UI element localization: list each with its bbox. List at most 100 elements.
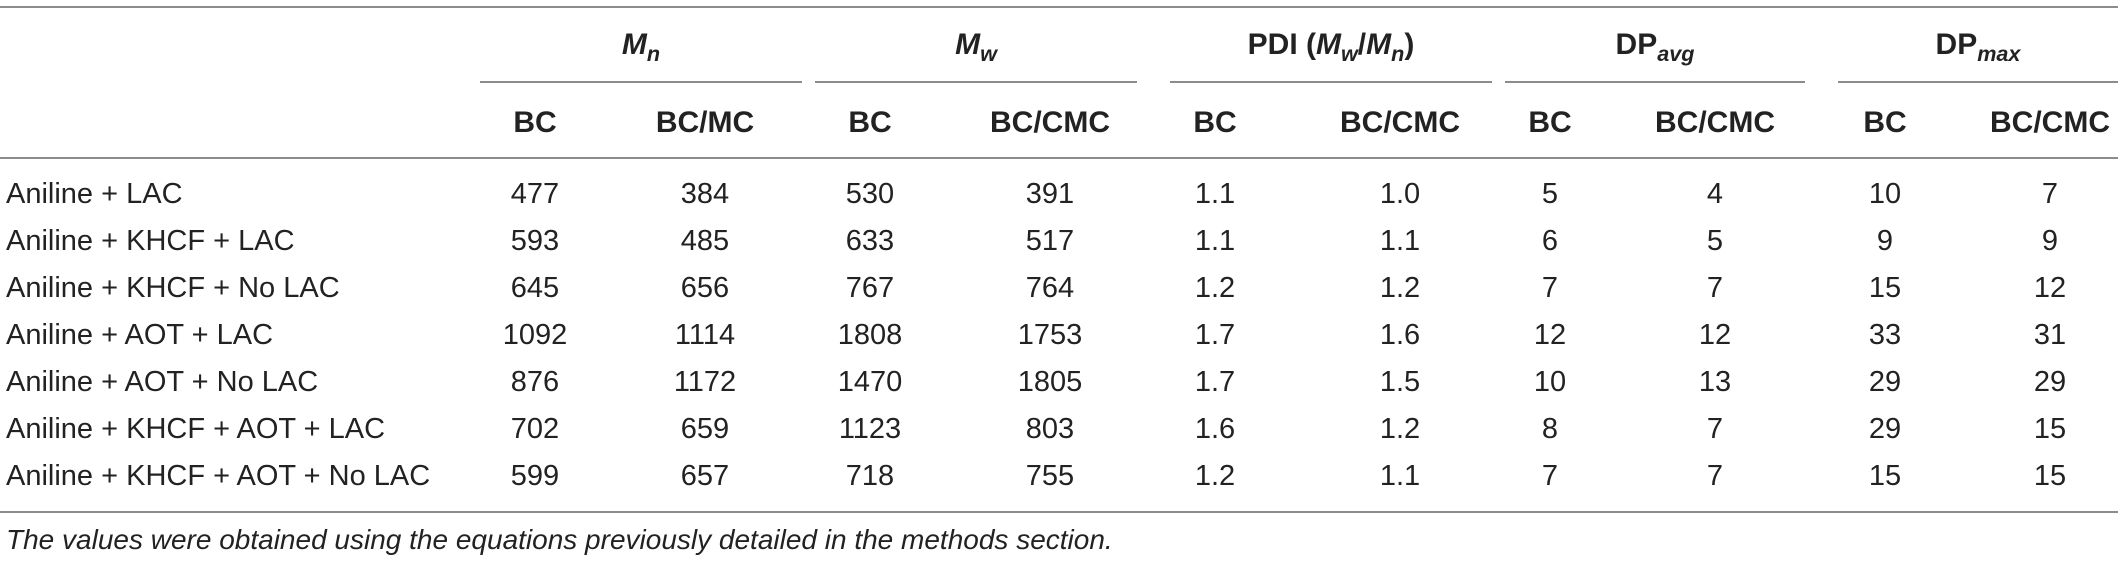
table-cell: 633 bbox=[845, 225, 895, 257]
table-cell: 1.5 bbox=[1379, 366, 1421, 398]
table-cell: 1.1 bbox=[1194, 178, 1236, 210]
table-cell: 7 bbox=[1541, 460, 1559, 492]
table-cell: 5 bbox=[1706, 225, 1724, 257]
table-cell: 1.7 bbox=[1194, 319, 1236, 351]
table-cell: 384 bbox=[680, 178, 730, 210]
header-mw: Mw bbox=[955, 28, 997, 66]
table-cell: 645 bbox=[510, 272, 560, 304]
subheader-4: BC bbox=[1193, 106, 1237, 139]
row-label: Aniline + LAC bbox=[6, 178, 183, 210]
table-cell: 1.1 bbox=[1379, 225, 1421, 257]
table-cell: 1.7 bbox=[1194, 366, 1236, 398]
table-cell: 1470 bbox=[837, 366, 903, 398]
table-cell: 12 bbox=[2033, 272, 2067, 304]
top-rule bbox=[0, 6, 2118, 8]
table-cell: 12 bbox=[1698, 319, 1732, 351]
table-cell: 755 bbox=[1025, 460, 1075, 492]
table-cell: 4 bbox=[1706, 178, 1724, 210]
table-cell: 1.2 bbox=[1379, 272, 1421, 304]
table-footnote: The values were obtained using the equat… bbox=[6, 524, 1113, 555]
table-cell: 9 bbox=[2041, 225, 2059, 257]
table-cell: 659 bbox=[680, 413, 730, 445]
table-cell: 29 bbox=[2033, 366, 2067, 398]
group-underline-mn bbox=[480, 81, 802, 83]
subheader-6: BC bbox=[1528, 106, 1572, 139]
table-cell: 31 bbox=[2033, 319, 2067, 351]
table-cell: 1.6 bbox=[1194, 413, 1236, 445]
table-cell: 1114 bbox=[674, 319, 736, 351]
table-cell: 517 bbox=[1025, 225, 1075, 257]
table-cell: 15 bbox=[1868, 460, 1902, 492]
table-cell: 1753 bbox=[1017, 319, 1083, 351]
table-cell: 803 bbox=[1025, 413, 1075, 445]
row-label: Aniline + KHCF + LAC bbox=[6, 225, 295, 257]
table-cell: 1.0 bbox=[1379, 178, 1421, 210]
table-cell: 1.2 bbox=[1379, 413, 1421, 445]
table-cell: 876 bbox=[510, 366, 560, 398]
row-label: Aniline + KHCF + No LAC bbox=[6, 272, 340, 304]
header-dp-avg: DPavg bbox=[1615, 28, 1695, 66]
subheader-7: BC/CMC bbox=[1655, 106, 1775, 139]
table-cell: 767 bbox=[845, 272, 895, 304]
table-cell: 6 bbox=[1541, 225, 1559, 257]
group-underline-pdi bbox=[1170, 81, 1492, 83]
table-cell: 10 bbox=[1533, 366, 1567, 398]
table-cell: 1.2 bbox=[1194, 272, 1236, 304]
group-underline-dp-avg bbox=[1505, 81, 1805, 83]
table-cell: 29 bbox=[1868, 366, 1902, 398]
table-cell: 1.6 bbox=[1379, 319, 1421, 351]
table-cell: 530 bbox=[845, 178, 895, 210]
table-cell: 1.1 bbox=[1379, 460, 1421, 492]
bottom-rule bbox=[0, 511, 2118, 513]
table-cell: 9 bbox=[1876, 225, 1894, 257]
table-cell: 7 bbox=[1706, 460, 1724, 492]
table-cell: 657 bbox=[680, 460, 730, 492]
table-cell: 15 bbox=[2033, 460, 2067, 492]
table-cell: 13 bbox=[1698, 366, 1732, 398]
table-cell: 477 bbox=[510, 178, 560, 210]
table-cell: 7 bbox=[1541, 272, 1559, 304]
table-cell: 1123 bbox=[838, 413, 902, 445]
subheader-2: BC bbox=[848, 106, 892, 139]
subheader-3: BC/CMC bbox=[990, 106, 1110, 139]
table-cell: 10 bbox=[1868, 178, 1902, 210]
table-cell: 33 bbox=[1868, 319, 1902, 351]
table-cell: 764 bbox=[1025, 272, 1075, 304]
table-cell: 15 bbox=[2033, 413, 2067, 445]
subheader-1: BC/MC bbox=[655, 106, 755, 139]
header-pdi: PDI (Mw/Mn) bbox=[1247, 28, 1415, 66]
group-underline-dp-max bbox=[1838, 81, 2118, 83]
table-cell: 656 bbox=[680, 272, 730, 304]
table-cell: 718 bbox=[845, 460, 895, 492]
table-cell: 391 bbox=[1025, 178, 1075, 210]
row-label: Aniline + KHCF + AOT + LAC bbox=[6, 413, 386, 445]
table-cell: 12 bbox=[1533, 319, 1567, 351]
header-mn: Mn bbox=[621, 28, 661, 66]
table-cell: 1092 bbox=[502, 319, 568, 351]
table-cell: 593 bbox=[510, 225, 560, 257]
row-label: Aniline + AOT + No LAC bbox=[6, 366, 319, 398]
table-cell: 1805 bbox=[1017, 366, 1083, 398]
table-cell: 1.2 bbox=[1194, 460, 1236, 492]
table-cell: 7 bbox=[2041, 178, 2059, 210]
table-cell: 29 bbox=[1868, 413, 1902, 445]
row-label: Aniline + AOT + LAC bbox=[6, 319, 274, 351]
table-cell: 702 bbox=[510, 413, 560, 445]
subheader-8: BC bbox=[1863, 106, 1907, 139]
group-underline-mw bbox=[815, 81, 1137, 83]
table-cell: 1.1 bbox=[1194, 225, 1236, 257]
table-cell: 1808 bbox=[837, 319, 903, 351]
table-cell: 7 bbox=[1706, 272, 1724, 304]
header-rule bbox=[0, 157, 2118, 159]
table-cell: 7 bbox=[1706, 413, 1724, 445]
header-dp-max: DPmax bbox=[1935, 28, 2021, 66]
subheader-0: BC bbox=[513, 106, 557, 139]
table-cell: 485 bbox=[680, 225, 730, 257]
subheader-9: BC/CMC bbox=[1990, 106, 2110, 139]
table-cell: 5 bbox=[1541, 178, 1559, 210]
subheader-5: BC/CMC bbox=[1340, 106, 1460, 139]
table-cell: 15 bbox=[1868, 272, 1902, 304]
table-cell: 1172 bbox=[673, 366, 737, 398]
table-cell: 599 bbox=[510, 460, 560, 492]
